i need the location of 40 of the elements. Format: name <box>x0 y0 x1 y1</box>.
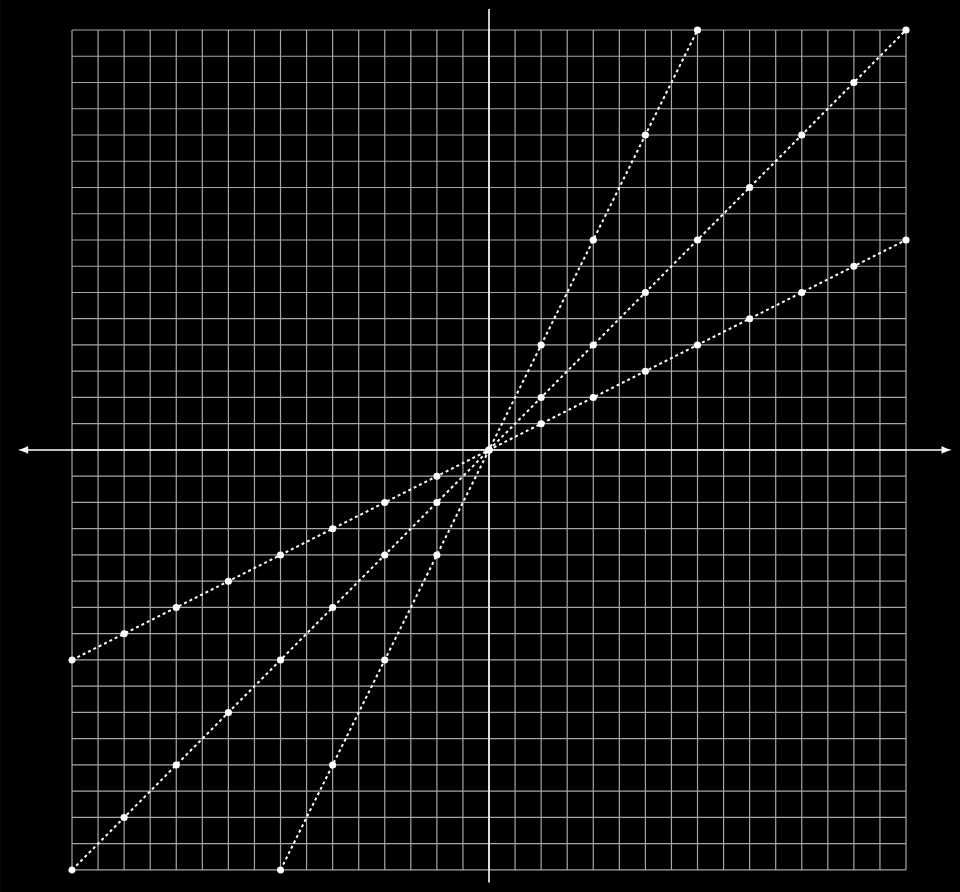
point <box>120 630 128 638</box>
point <box>902 26 910 34</box>
point <box>433 551 441 559</box>
point <box>276 866 285 874</box>
point <box>589 341 597 349</box>
point <box>537 420 545 428</box>
point <box>433 472 441 480</box>
point <box>120 813 128 822</box>
point <box>224 708 232 717</box>
point <box>68 866 76 874</box>
point <box>746 315 754 323</box>
point <box>172 603 180 612</box>
point <box>276 656 285 664</box>
point <box>850 262 858 270</box>
point <box>224 577 232 585</box>
point <box>589 236 597 244</box>
point <box>433 498 441 507</box>
point <box>746 183 754 192</box>
point <box>381 656 389 664</box>
point <box>693 26 702 34</box>
point <box>641 288 649 297</box>
point <box>641 131 649 139</box>
point <box>381 551 389 559</box>
point <box>381 498 389 507</box>
point <box>589 393 597 402</box>
point <box>329 603 337 612</box>
point <box>902 236 910 244</box>
point <box>850 78 858 87</box>
point <box>537 393 545 402</box>
point <box>172 761 180 769</box>
point <box>329 761 337 769</box>
point <box>276 551 285 559</box>
point <box>537 341 545 349</box>
point <box>329 525 337 533</box>
point <box>68 656 76 664</box>
point <box>693 341 702 349</box>
point <box>693 236 702 244</box>
point <box>798 288 806 297</box>
point <box>798 131 806 139</box>
point <box>641 367 649 375</box>
